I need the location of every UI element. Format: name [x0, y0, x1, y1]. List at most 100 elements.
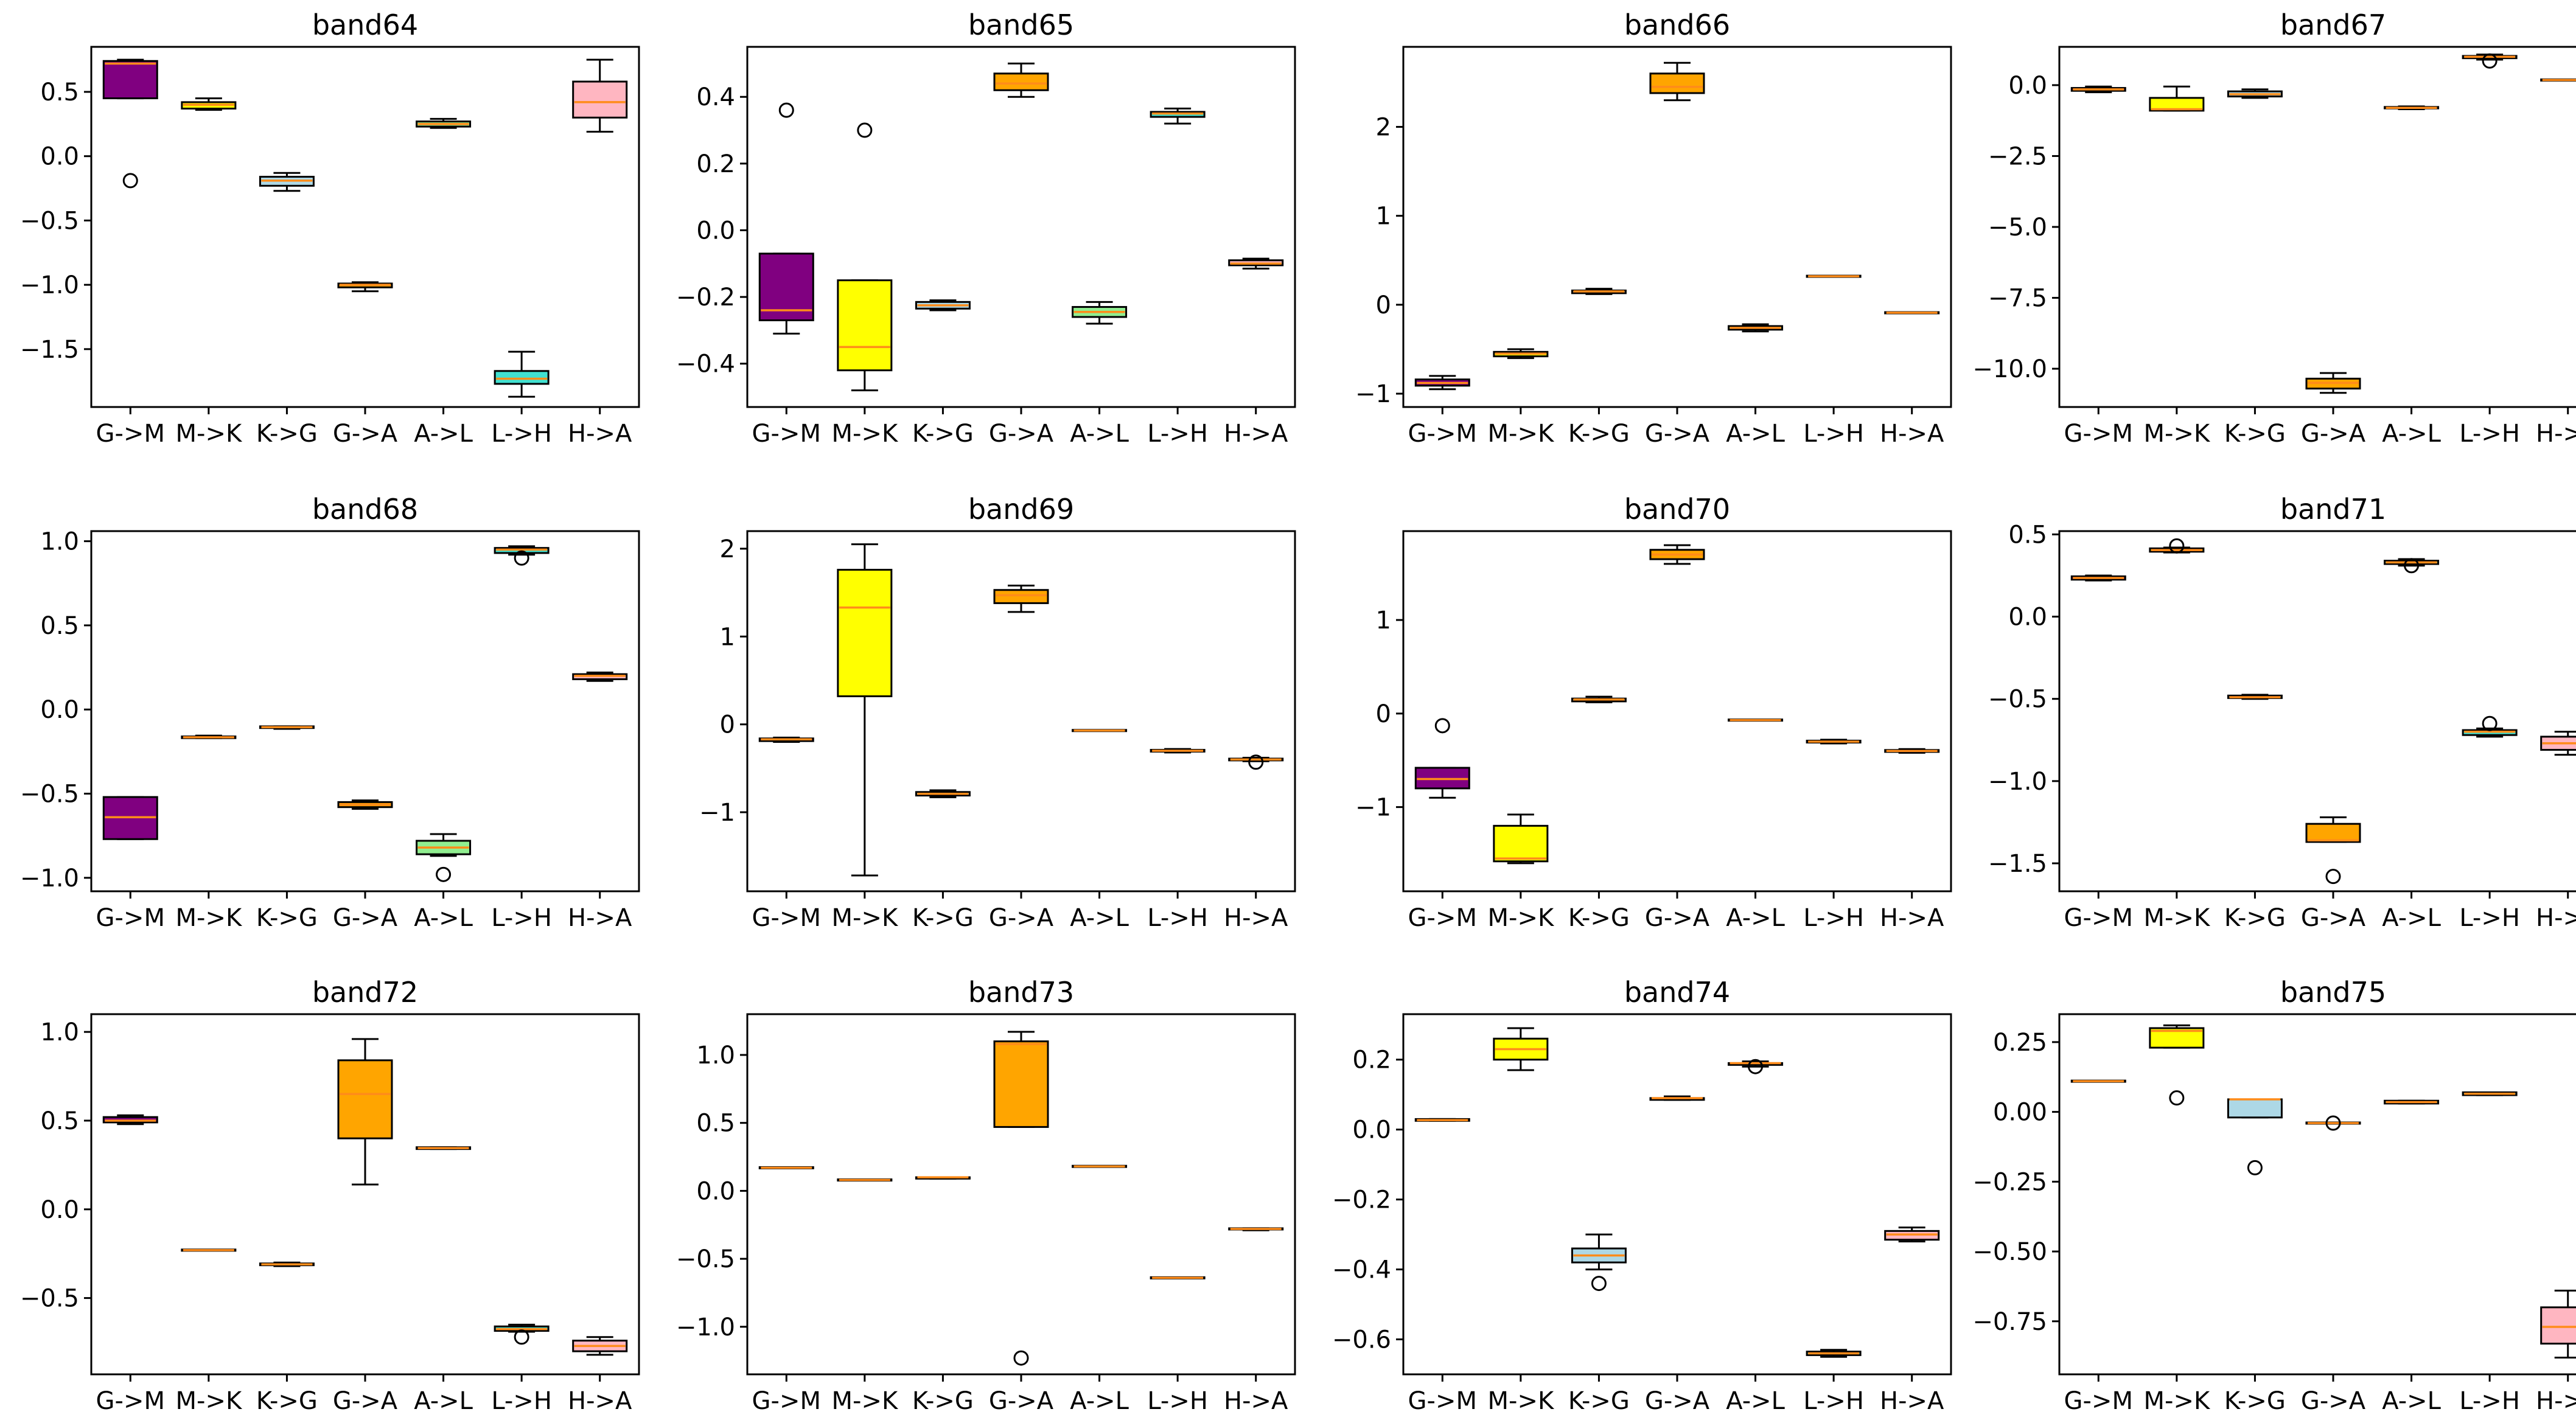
outlier-point	[436, 866, 452, 882]
y-tick-label: −0.50	[1972, 1238, 2047, 1266]
x-tick-label: A->L	[1726, 1387, 1785, 1415]
x-tick-label: L->H	[491, 904, 552, 932]
y-tick-label: 0	[1376, 700, 1391, 728]
x-tick-label: H->A	[2536, 904, 2576, 932]
x-tick-label: G->A	[333, 1387, 398, 1415]
y-tick-label: −2.5	[1988, 142, 2047, 170]
box-M->K	[837, 279, 893, 372]
panel-title: band70	[1624, 493, 1730, 526]
x-tick-label: L->H	[2459, 904, 2520, 932]
x-tick-label: K->G	[256, 1387, 318, 1415]
y-tick-label: −1.0	[1988, 768, 2047, 796]
x-tick-label: A->L	[1070, 1387, 1129, 1415]
y-tick-label: −0.75	[1972, 1308, 2047, 1336]
y-tick-label: −0.2	[1332, 1186, 1391, 1214]
x-tick-label: G->A	[333, 904, 398, 932]
x-tick-label: K->G	[2224, 420, 2286, 448]
y-tick-label: −10.0	[1972, 355, 2047, 383]
x-tick-label: G->M	[96, 420, 165, 448]
y-tick-label: 0.25	[1993, 1029, 2047, 1057]
x-tick-label: G->M	[2064, 904, 2133, 932]
outlier-point	[778, 102, 794, 118]
x-tick-label: G->A	[1645, 904, 1710, 932]
x-tick-label: L->H	[491, 420, 552, 448]
y-tick-label: −1.0	[20, 271, 79, 299]
x-tick-label: M->K	[1488, 420, 1555, 448]
box-G->M	[102, 60, 158, 100]
axes-frame	[2058, 1013, 2576, 1376]
box-G->A	[1649, 72, 1705, 94]
y-tick-label: −0.5	[20, 781, 79, 809]
panel-band67: band67 0.0 −2.5 −5.0 −7.5 −10.0 G->M M->K K->G G-…	[1972, 9, 2576, 448]
outlier-point	[1591, 1276, 1607, 1292]
y-tick-label: 0.5	[40, 612, 79, 640]
x-tick-label: M->K	[2144, 420, 2211, 448]
axes-frame	[90, 1013, 640, 1376]
y-tick-label: 0.0	[696, 217, 735, 245]
x-tick-label: G->M	[752, 1387, 821, 1415]
axes-frame	[746, 46, 1296, 408]
y-tick-label: −1	[1355, 380, 1391, 408]
x-tick-label: G->M	[752, 904, 821, 932]
panel-band71: band71 0.5 0.0 −0.5 −1.0 −1.5 G->M M->K K->G G->A…	[1988, 493, 2576, 932]
x-tick-label: L->H	[1147, 1387, 1208, 1415]
x-tick-label: M->K	[832, 420, 899, 448]
box-L->H	[494, 370, 550, 385]
x-tick-label: A->L	[1070, 420, 1129, 448]
x-tick-label: M->K	[1488, 904, 1555, 932]
x-tick-label: G->A	[2301, 420, 2366, 448]
y-tick-label: −1.0	[20, 865, 79, 892]
box-G->A	[2305, 823, 2361, 843]
y-tick-label: −1	[699, 799, 735, 827]
x-tick-label: M->K	[2144, 1387, 2211, 1415]
outlier-point	[2169, 538, 2185, 554]
outlier-point	[2325, 869, 2341, 885]
panel-title: band69	[968, 493, 1074, 526]
x-tick-label: L->H	[2459, 1387, 2520, 1415]
x-tick-label: H->A	[568, 420, 632, 448]
y-tick-label: −0.2	[676, 284, 735, 311]
panel-title: band73	[968, 976, 1074, 1009]
x-tick-label: M->K	[832, 904, 899, 932]
x-tick-label: A->L	[1070, 904, 1129, 932]
x-tick-label: G->A	[989, 904, 1054, 932]
x-tick-label: K->G	[256, 420, 318, 448]
x-tick-label: L->H	[1803, 904, 1864, 932]
panel-title: band64	[312, 9, 418, 41]
x-tick-label: H->A	[1880, 1387, 1944, 1415]
y-tick-label: 0	[1376, 291, 1391, 319]
y-tick-label: 0.2	[696, 150, 735, 178]
y-tick-label: 0.00	[1993, 1099, 2047, 1127]
y-tick-label: −1.5	[1988, 850, 2047, 878]
box-M->K	[1493, 824, 1549, 863]
y-tick-label: 0.0	[696, 1177, 735, 1205]
y-tick-label: −7.5	[1988, 285, 2047, 313]
panel-band69: band69 2 1 0 −1 G->M M->K K->G G->A A->L L->H H->A	[699, 493, 1296, 932]
x-tick-label: A->L	[2382, 1387, 2441, 1415]
outlier-point	[2482, 715, 2497, 731]
panel-band64: band64 0.5 0.0 −0.5 −1.0 −1.5 G->M M->K K->G G->A…	[20, 9, 640, 448]
y-tick-label: −0.4	[1332, 1256, 1391, 1284]
x-tick-label: G->M	[96, 1387, 165, 1415]
x-tick-label: A->L	[2382, 904, 2441, 932]
x-tick-label: H->A	[2536, 1387, 2576, 1415]
axes-frame	[1402, 1013, 1952, 1376]
y-tick-label: 0.5	[40, 1107, 79, 1135]
box-G->A	[993, 589, 1049, 604]
x-tick-label: K->G	[1568, 420, 1630, 448]
x-tick-label: A->L	[1726, 904, 1785, 932]
y-tick-label: 0.0	[40, 143, 79, 171]
x-tick-label: H->A	[1880, 904, 1944, 932]
x-tick-label: H->A	[568, 904, 632, 932]
x-tick-label: K->G	[2224, 904, 2286, 932]
x-tick-label: L->H	[1803, 1387, 1864, 1415]
y-tick-label: 0	[720, 711, 735, 739]
axes-frame	[2058, 46, 2576, 408]
y-tick-label: 1.0	[696, 1042, 735, 1070]
x-tick-label: M->K	[2144, 904, 2211, 932]
x-tick-label: H->A	[568, 1387, 632, 1415]
outlier-point	[514, 1329, 529, 1345]
box-G->A	[337, 1059, 393, 1139]
